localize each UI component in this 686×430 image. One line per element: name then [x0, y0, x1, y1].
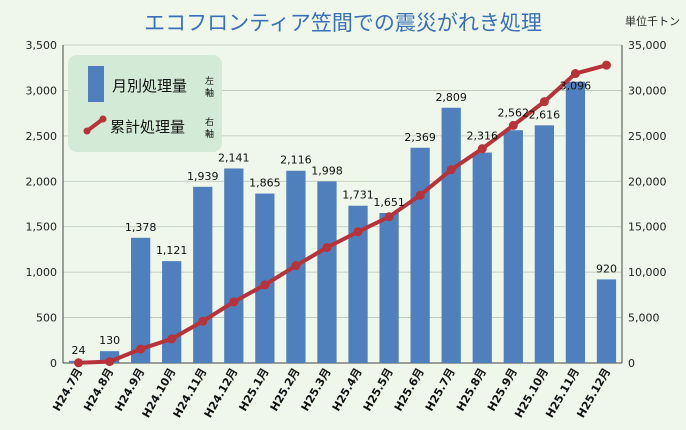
x-tick-label: H25.5月: [361, 366, 396, 414]
line-point: [415, 190, 425, 200]
x-tick-label: H24.7月: [50, 366, 85, 414]
y-left-tick-label: 1,000: [26, 266, 58, 279]
legend-line-marker: [83, 127, 91, 135]
bar-data-label: 2,809: [435, 91, 467, 104]
line-point: [105, 357, 115, 367]
line-point: [198, 316, 208, 326]
bar-data-label: 3,096: [560, 80, 592, 93]
line-point: [136, 344, 146, 354]
bar: [348, 205, 368, 363]
bar-data-label: 2,369: [404, 131, 436, 144]
bar-data-label: 130: [99, 334, 120, 347]
bar: [534, 125, 554, 363]
y-right-tick-label: 30,000: [628, 84, 667, 97]
y-right-tick-label: 35,000: [628, 39, 667, 52]
y-right-tick-label: 15,000: [628, 221, 667, 234]
data-labels: 24 130 1,378 1,121 1,939 2,141 1,865 2,1161,998…: [72, 80, 617, 357]
y-left-tick-label: 2,500: [26, 130, 58, 143]
bar: [379, 212, 399, 363]
bar-data-label: 1,939: [187, 170, 219, 183]
bar: [255, 193, 275, 363]
bar: [472, 152, 492, 363]
line-point: [508, 120, 518, 130]
line-point: [477, 144, 487, 154]
x-tick-label: H24.9月: [112, 366, 147, 414]
legend-line-marker: [99, 115, 107, 123]
y-left-tick-label: 2,000: [26, 175, 58, 188]
bar-data-label: 1,731: [342, 189, 374, 202]
line-point: [539, 97, 549, 107]
x-tick-label: H24.8月: [81, 366, 116, 414]
x-tick-label: H25.1月: [237, 366, 272, 414]
x-tick-label: H25.7月: [423, 366, 458, 414]
bar-data-label: 1,651: [373, 196, 405, 209]
line-series: [74, 60, 611, 368]
line-point: [601, 60, 611, 70]
y-axis-right: 0 5,000 10,000 15,000 20,000 25,000 30,000 35,0…: [628, 39, 667, 370]
chart-title: エコフロンティア笠間での震災がれき処理: [144, 11, 542, 35]
x-tick-label: H25.2月: [268, 366, 303, 414]
y-right-tick-label: 0: [628, 357, 635, 370]
bar-data-label: 2,316: [467, 130, 499, 143]
bar-data-label: 1,121: [156, 244, 188, 257]
legend: 月別処理量 左 軸 累計処理量 右 軸: [68, 55, 222, 152]
line-point: [167, 334, 177, 344]
y-right-tick-label: 20,000: [628, 175, 667, 188]
bar: [503, 130, 523, 363]
line-point: [74, 358, 84, 368]
y-left-tick-label: 0: [50, 357, 57, 370]
x-tick-label: H25.3月: [299, 366, 334, 414]
line-point: [260, 280, 270, 290]
legend-bar-label: 月別処理量: [112, 77, 187, 95]
y-right-tick-label: 10,000: [628, 266, 667, 279]
legend-box: [68, 55, 222, 152]
bar-data-label: 2,141: [218, 151, 250, 164]
y-left-tick-label: 3,500: [26, 39, 58, 52]
bar-data-label: 1,865: [249, 177, 281, 190]
y-left-tick-label: 500: [36, 312, 57, 325]
bar: [162, 261, 182, 363]
bar: [224, 168, 244, 363]
x-tick-label: H25.9月: [485, 366, 520, 414]
line-point: [322, 243, 332, 253]
line-point: [446, 165, 456, 175]
y-left-tick-label: 1,500: [26, 221, 58, 234]
legend-line-label: 累計処理量: [110, 118, 185, 136]
x-axis: H24.7月H24.8月H24.9月H24.10月H24.11月H24.12月H…: [50, 366, 613, 420]
bar: [193, 186, 213, 363]
y-right-tick-label: 25,000: [628, 130, 667, 143]
bar-data-label: 1,378: [125, 221, 157, 234]
bar: [99, 351, 120, 363]
y-left-tick-label: 3,000: [26, 84, 58, 97]
line-point: [291, 261, 301, 271]
bar-data-label: 1,998: [311, 164, 343, 177]
bar-data-label: 2,116: [280, 154, 312, 167]
bar: [596, 279, 617, 363]
line-point: [384, 212, 394, 222]
legend-line-axis-note: 右 軸: [205, 116, 217, 140]
line-point: [353, 227, 363, 237]
legend-bar-axis-note: 左 軸: [205, 75, 217, 99]
bar: [441, 107, 461, 363]
y-right-tick-label: 5,000: [628, 312, 660, 325]
bar-data-label: 2,616: [529, 108, 561, 121]
x-tick-label: H25.8月: [454, 366, 489, 414]
legend-bar-swatch: [88, 66, 104, 102]
cumulative-line: [78, 63, 607, 365]
bar-data-label: 920: [596, 262, 617, 275]
bar: [131, 237, 151, 363]
bar-data-label: 2,562: [498, 106, 530, 119]
line-point: [570, 69, 580, 79]
bar: [410, 147, 430, 363]
line-point: [229, 297, 239, 307]
x-tick-label: H25.4月: [330, 366, 365, 414]
y-axis-left: 0 500 1,000 1,500 2,000 2,500 3,000 3,500: [26, 39, 58, 370]
x-tick-label: H25.6月: [392, 366, 427, 414]
bar: [565, 81, 586, 363]
bar-data-label: 24: [72, 344, 86, 357]
bar: [317, 181, 337, 363]
unit-label: 単位千トン: [625, 14, 680, 28]
